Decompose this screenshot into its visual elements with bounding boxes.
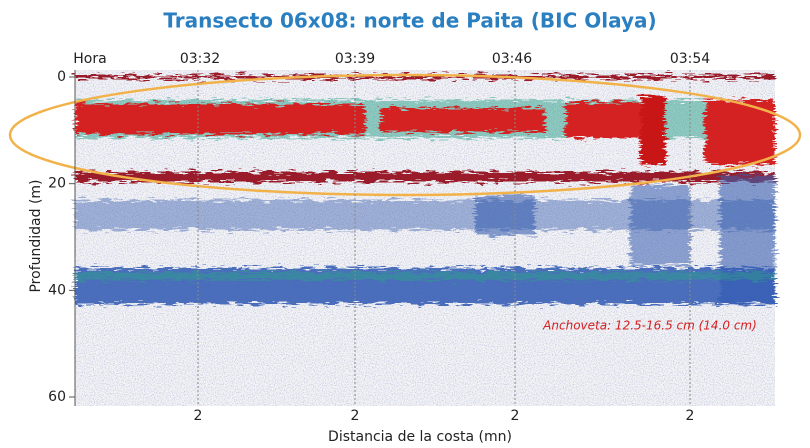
- chart-title: Transecto 06x08: norte de Paita (BIC Ola…: [163, 9, 656, 33]
- distance-label: 2: [686, 408, 695, 424]
- y-axis-label: Profundidad (m): [28, 179, 44, 292]
- time-label: Hora: [73, 51, 106, 67]
- y-tick-label: 60: [48, 389, 66, 405]
- time-label: 03:46: [492, 51, 532, 67]
- distance-label: 2: [194, 408, 203, 424]
- echogram: [75, 70, 775, 406]
- x-axis-label: Distancia de la costa (mn): [328, 429, 512, 445]
- time-label: 03:54: [670, 51, 710, 67]
- distance-label: 2: [511, 408, 520, 424]
- time-label: 03:32: [180, 51, 220, 67]
- y-tick-label: 40: [48, 282, 66, 298]
- annotation: Anchoveta: 12.5-16.5 cm (14.0 cm): [542, 319, 757, 333]
- distance-label: 2: [351, 408, 360, 424]
- y-tick-label: 20: [48, 176, 66, 192]
- y-tick-label: 0: [57, 69, 66, 85]
- time-label: 03:39: [335, 51, 375, 67]
- highlight-ellipse: [8, 73, 802, 197]
- echogram-layers: [75, 75, 775, 305]
